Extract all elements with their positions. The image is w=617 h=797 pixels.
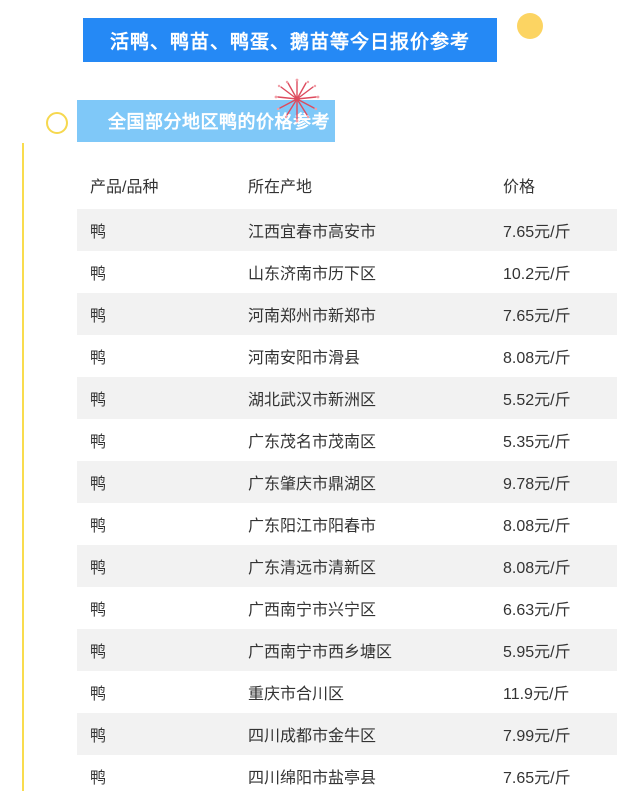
table-cell-product: 鸭 [90,560,107,577]
table-body: 鸭江西宜春市高安市 7.65元/斤鸭山东济南市历下区 10.2元/斤鸭河南郑州市新郑… [77,209,617,797]
table-cell-price: 5.35元/斤 [503,434,571,451]
table-cell-product: 鸭 [90,476,107,493]
table-row: 鸭 四川成都市金牛区 7.99元/斤 [77,713,617,755]
table-cell-price: 5.52元/斤 [503,392,571,409]
table-cell-product: 鸭 [90,224,107,241]
table-cell-origin: 广东阳江市阳春市 [248,518,377,535]
table-cell-product: 鸭 [90,602,107,619]
table-row: 鸭 广东阳江市阳春市 8.08元/斤 [77,503,617,545]
table-cell-price: 7.65元/斤 [503,770,571,787]
table-cell-price: 8.08元/斤 [503,560,571,577]
table-cell-price: 7.65元/斤 [503,224,571,241]
table-cell-origin: 重庆市合川区 [248,686,345,703]
table-cell-price: 9.78元/斤 [503,476,571,493]
table-row: 鸭 四川绵阳市盐亭县 7.65元/斤 [77,755,617,797]
yellow-ring-icon [46,112,68,134]
table-cell-product: 鸭 [90,518,107,535]
table-cell-origin: 广西南宁市兴宁区 [248,602,377,619]
table-cell-price: 11.9元/斤 [503,686,570,703]
price-table: 产品/品种 所在产地 价格 鸭江西宜春市高安市 7.65元/斤鸭山东济南市历下区 1… [77,160,617,797]
table-header-row: 产品/品种 所在产地 价格 [77,160,617,209]
table-cell-product: 鸭 [90,644,107,661]
column-header-product: 产品/品种 [90,178,159,196]
table-cell-price: 10.2元/斤 [503,266,571,283]
table-row: 鸭 河南郑州市新郑市 7.65元/斤 [77,293,617,335]
table-cell-origin: 广西南宁市西乡塘区 [248,644,393,661]
column-header-price: 价格 [503,178,536,196]
table-row: 鸭 河南安阳市滑县 8.08元/斤 [77,335,617,377]
table-row: 鸭 湖北武汉市新洲区 5.52元/斤 [77,377,617,419]
table-cell-product: 鸭 [90,350,107,367]
table-cell-price: 7.99元/斤 [503,728,571,745]
table-cell-origin: 广东清远市清新区 [248,560,377,577]
table-cell-price: 7.65元/斤 [503,308,571,325]
table-row: 鸭 广东茂名市茂南区 5.35元/斤 [77,419,617,461]
table-cell-origin: 湖北武汉市新洲区 [248,392,377,409]
table-cell-product: 鸭 [90,392,107,409]
table-cell-origin: 山东济南市历下区 [248,266,377,283]
table-cell-price: 8.08元/斤 [503,350,571,367]
table-cell-origin: 四川绵阳市盐亭县 [248,770,377,787]
table-cell-origin: 广东肇庆市鼎湖区 [248,476,377,493]
table-cell-product: 鸭 [90,728,107,745]
table-cell-product: 鸭 [90,770,107,787]
table-cell-origin: 广东茂名市茂南区 [248,434,377,451]
table-cell-product: 鸭 [90,308,107,325]
column-header-origin: 所在产地 [248,178,313,196]
yellow-vertical-line [22,143,24,791]
table-row: 鸭 广东肇庆市鼎湖区 9.78元/斤 [77,461,617,503]
table-cell-price: 6.63元/斤 [503,602,571,619]
table-cell-origin: 四川成都市金牛区 [248,728,377,745]
yellow-dot-icon [517,13,543,39]
table-cell-product: 鸭 [90,434,107,451]
table-cell-origin: 河南安阳市滑县 [248,350,361,367]
table-row: 鸭 广西南宁市西乡塘区 5.95元/斤 [77,629,617,671]
table-cell-product: 鸭 [90,686,107,703]
page-title: 活鸭、鸭苗、鸭蛋、鹅苗等今日报价参考 [83,18,497,62]
table-cell-origin: 江西宜春市高安市 [248,224,377,241]
table-cell-product: 鸭 [90,266,107,283]
table-cell-origin: 河南郑州市新郑市 [248,308,377,325]
table-row: 鸭 山东济南市历下区 10.2元/斤 [77,251,617,293]
table-row: 鸭 广西南宁市兴宁区 6.63元/斤 [77,587,617,629]
table-cell-price: 5.95元/斤 [503,644,571,661]
section-title: 全国部分地区鸭的价格参考 [77,100,335,142]
table-row: 鸭 重庆市合川区 11.9元/斤 [77,671,617,713]
table-row: 鸭 广东清远市清新区 8.08元/斤 [77,545,617,587]
table-row: 鸭 江西宜春市高安市 7.65元/斤 [77,209,617,251]
table-cell-price: 8.08元/斤 [503,518,571,535]
